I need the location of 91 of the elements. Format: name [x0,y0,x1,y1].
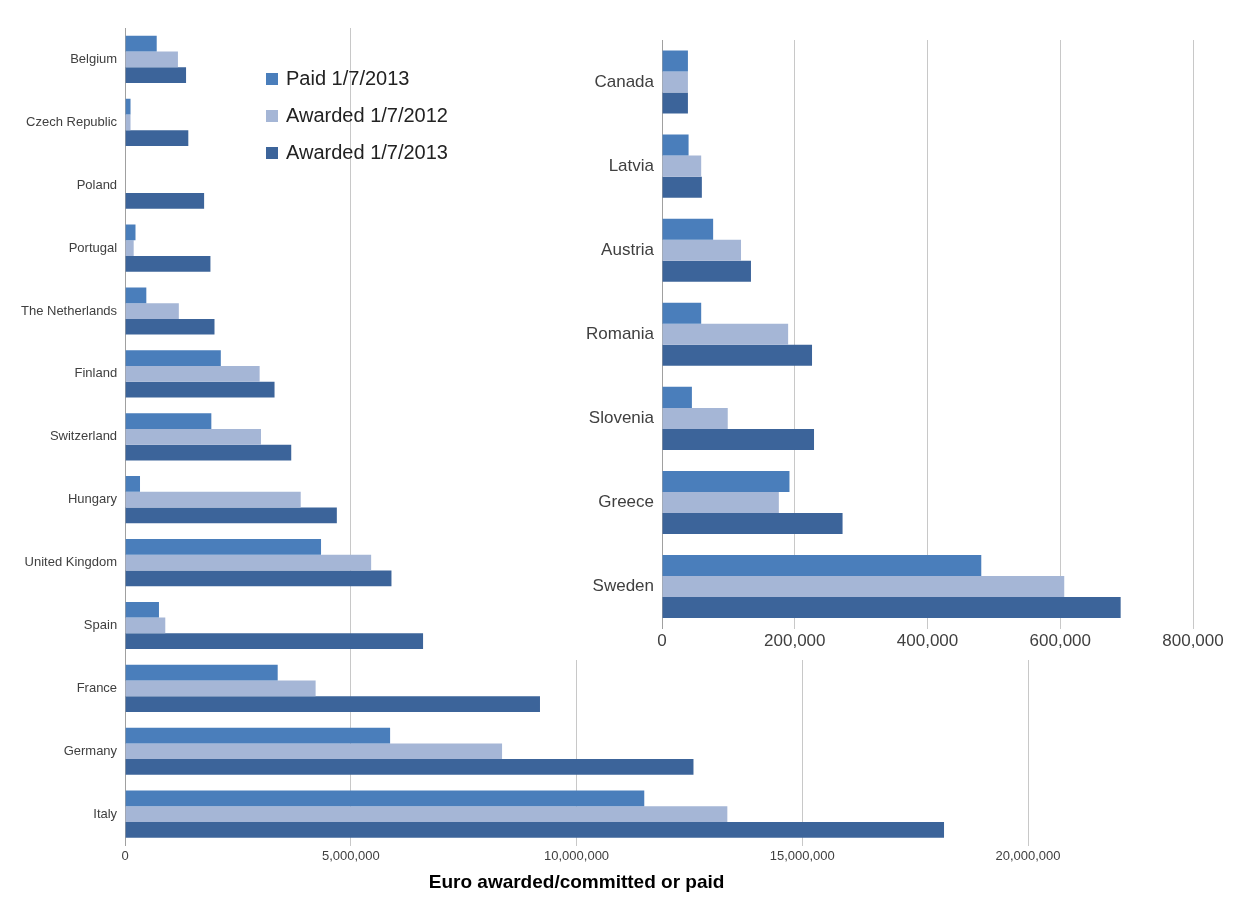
y-tick-label: Portugal [68,239,118,255]
bar [662,50,688,72]
bar [125,476,141,492]
y-tick-label: United Kingdom [24,554,118,570]
y-tick-label: The Netherlands [20,302,118,318]
x-tick-label: 15,000,000 [769,847,835,863]
x-tick-label: 800,000 [1162,631,1224,651]
x-tick-label: 0 [121,847,129,863]
bar [125,114,131,131]
bar [125,759,694,775]
bar [662,344,813,366]
legend-label: Awarded 1/7/2012 [286,103,448,128]
x-tick-label: 0 [657,631,667,651]
bar [662,470,790,492]
bar [125,790,645,807]
bar [662,512,843,534]
bar [125,822,945,838]
bar [662,260,751,282]
legend-label: Paid 1/7/2013 [286,66,410,91]
bar [662,428,815,450]
bar [125,680,316,697]
bar [662,576,1065,598]
bar [662,555,982,577]
x-tick-label: 5,000,000 [321,847,380,863]
bar [125,570,392,587]
y-tick-label: Austria [601,239,655,259]
x-tick-label: 200,000 [764,631,826,651]
x-tick-label: 20,000,000 [995,847,1061,863]
bar [125,539,322,555]
bar [662,71,688,93]
y-tick-label: Hungary [67,491,118,507]
bar [125,727,391,744]
y-tick-label: Sweden [592,576,655,596]
bar [662,218,714,240]
bar [125,554,372,571]
bar [125,491,301,508]
bar [125,350,221,367]
bar [125,240,134,256]
bar [125,617,166,634]
bar [125,130,189,146]
bar [125,696,540,712]
y-tick-label: Greece [598,492,655,512]
bar [125,287,147,304]
bar [125,193,205,209]
y-tick-label: Latvia [608,155,655,175]
y-tick-label: France [76,679,118,695]
y-tick-label: Switzerland [49,428,118,444]
y-tick-label: Czech Republic [26,113,118,129]
bar [662,176,702,198]
y-tick-label: Canada [594,71,655,91]
bar [125,98,131,115]
x-tick-label: 400,000 [896,631,959,651]
bar [125,366,260,382]
y-tick-label: Poland [76,176,118,192]
y-tick-label: Finland [74,365,118,381]
bar [125,664,278,681]
y-tick-label: Slovenia [588,408,655,428]
x-tick-label: 600,000 [1029,631,1091,651]
bar [125,255,211,272]
bar [125,444,292,461]
bar [662,597,1121,619]
bar [125,35,157,52]
bar [662,407,728,429]
bar [662,92,688,114]
bar [125,318,215,335]
y-tick-label: Spain [83,617,118,633]
bar [125,67,187,84]
bar [125,507,337,524]
bar [125,633,424,650]
bar [662,386,692,408]
bar [125,51,178,68]
bar [662,155,702,177]
y-tick-label: Italy [93,805,118,821]
bar [662,239,742,261]
y-tick-label: Romania [585,323,655,343]
bar [662,491,779,513]
bar [125,303,179,319]
bar [662,323,789,345]
y-tick-label: Belgium [70,51,118,67]
legend-label: Awarded 1/7/2013 [286,140,448,165]
x-tick-label: 10,000,000 [544,847,610,863]
x-axis-title: Euro awarded/committed or paid [428,870,725,892]
bar [125,806,728,823]
bar [125,381,275,398]
bar [125,413,212,429]
bar [662,134,689,156]
bar [125,743,503,760]
bar [662,302,702,324]
bar [125,601,159,618]
y-tick-label: Germany [63,742,118,758]
bar [125,428,261,445]
